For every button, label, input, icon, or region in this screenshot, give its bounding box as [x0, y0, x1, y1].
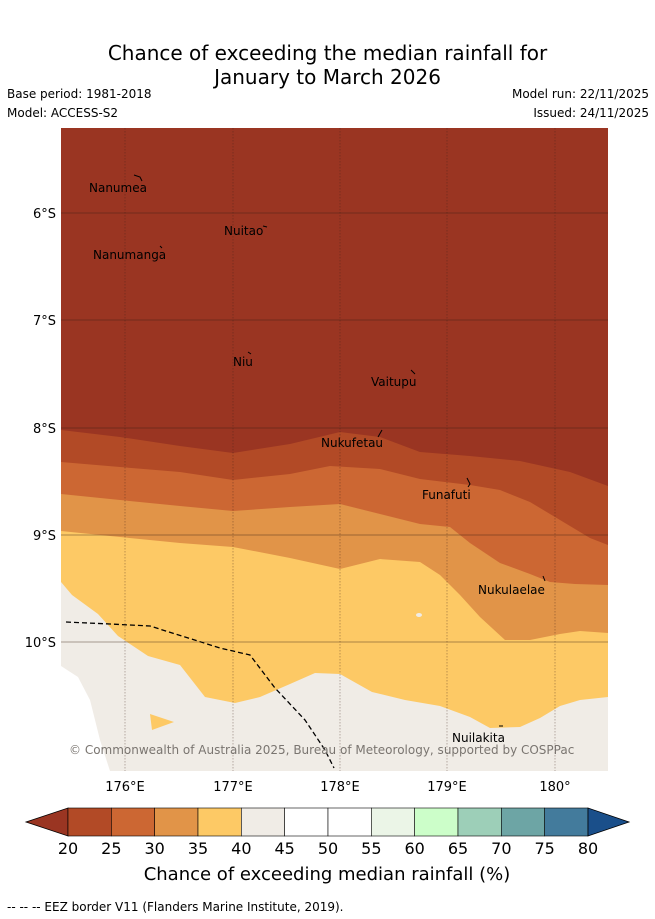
band-40-45-patch	[150, 714, 174, 730]
graticule	[124, 128, 556, 771]
colorbar-tick-label: 75	[534, 839, 554, 858]
colorbar-tick-label: 25	[101, 839, 121, 858]
colorbar-segment	[241, 807, 285, 837]
island-mark-funafuti	[466, 477, 471, 488]
copyright-text: © Commonwealth of Australia 2025, Bureau…	[69, 743, 574, 757]
latitude-lines	[61, 212, 608, 643]
colorbar-arrow-high	[587, 807, 631, 837]
colorbar-tick-label: 55	[361, 839, 381, 858]
colorbar-tick-label: 60	[404, 839, 424, 858]
island-label: Nuitao	[224, 224, 263, 238]
colorbar-tick-label: 65	[448, 839, 468, 858]
island-label: Nukufetau	[321, 436, 383, 450]
colorbar-segment	[501, 807, 545, 837]
colorbar-tick-label: 20	[58, 839, 78, 858]
lat-tick-label: 6°S	[33, 207, 56, 222]
island-label: Nanumea	[89, 181, 147, 195]
longitude-axis: 176°E 177°E 178°E 179°E 180°	[105, 780, 570, 795]
colorbar-segment	[197, 807, 242, 837]
colorbar-tick-label: 30	[144, 839, 164, 858]
latitude-axis: 6°S 7°S 8°S 9°S 10°S	[25, 207, 56, 651]
island-mark-niu	[247, 351, 252, 355]
island-mark-nanumanga	[159, 245, 163, 249]
band-45-50	[61, 582, 608, 771]
model-run: Model run: 22/11/2025	[511, 87, 649, 101]
lon-tick-label: 177°E	[213, 780, 253, 795]
colorbar-tick-label: 35	[188, 839, 208, 858]
colorbar-tick-label: 45	[274, 839, 294, 858]
colorbar	[24, 807, 631, 837]
issued-date: Issued: 24/11/2025	[533, 106, 649, 120]
colorbar-segment	[284, 807, 329, 837]
colorbar-segment	[544, 807, 589, 837]
band-45-50-patch	[416, 613, 422, 617]
island-label: Nuilakita	[452, 731, 505, 745]
colorbar-tick-label: 40	[231, 839, 251, 858]
colorbar-arrow-low	[24, 807, 69, 837]
island-labels: Nanumea Nuitao Nanumanga Niu Vaitupu Nuk…	[89, 181, 545, 745]
colorbar-tick-label: 70	[491, 839, 511, 858]
lon-tick-label: 179°E	[427, 780, 467, 795]
colorbar-segment	[371, 807, 415, 837]
model-name: Model: ACCESS-S2	[7, 106, 119, 120]
lon-tick-label: 178°E	[320, 780, 360, 795]
colorbar-segment	[414, 807, 459, 837]
colorbar-tick-label: 80	[578, 839, 598, 858]
colorbar-segment	[327, 807, 372, 837]
island-mark-vaitupu	[410, 369, 416, 375]
colorbar-segment	[457, 807, 502, 837]
colorbar-segment	[111, 807, 155, 837]
island-mark-nukulaelae	[542, 575, 546, 582]
island-label: Funafuti	[422, 488, 471, 502]
colorbar-segment	[154, 807, 199, 837]
island-label: Nukulaelae	[478, 583, 545, 597]
title-line-1: Chance of exceeding the median rainfall …	[107, 41, 548, 65]
colorbar-segment	[67, 807, 112, 837]
island-label: Niu	[233, 355, 253, 369]
island-outlines	[133, 174, 546, 727]
title-line-2: January to March 2026	[214, 65, 441, 89]
eez-border	[65, 621, 335, 769]
lon-tick-label: 176°E	[105, 780, 145, 795]
forecast-map: Nanumea Nuitao Nanumanga Niu Vaitupu Nuk…	[61, 128, 608, 771]
eez-legend-note: -- -- -- EEZ border V11 (Flanders Marine…	[7, 900, 344, 914]
band-50-55	[61, 666, 110, 771]
lat-tick-label: 8°S	[33, 422, 56, 437]
lat-tick-label: 10°S	[25, 636, 56, 651]
lon-tick-label: 180°	[539, 780, 570, 795]
island-mark-nuitao	[262, 225, 268, 228]
lat-tick-label: 7°S	[33, 314, 56, 329]
base-period: Base period: 1981-2018	[7, 87, 152, 101]
lat-tick-label: 9°S	[33, 529, 56, 544]
island-label: Vaitupu	[371, 375, 417, 389]
colorbar-tick-label: 50	[318, 839, 338, 858]
colorbar-label: Chance of exceeding median rainfall (%)	[144, 864, 511, 885]
colorbar-ticks: 20 25 30 35 40 45 50 55 60 65 70 75 80	[58, 839, 598, 858]
island-label: Nanumanga	[93, 248, 166, 262]
island-mark-nanumea	[133, 174, 143, 182]
island-mark-nukufetau	[377, 429, 383, 438]
